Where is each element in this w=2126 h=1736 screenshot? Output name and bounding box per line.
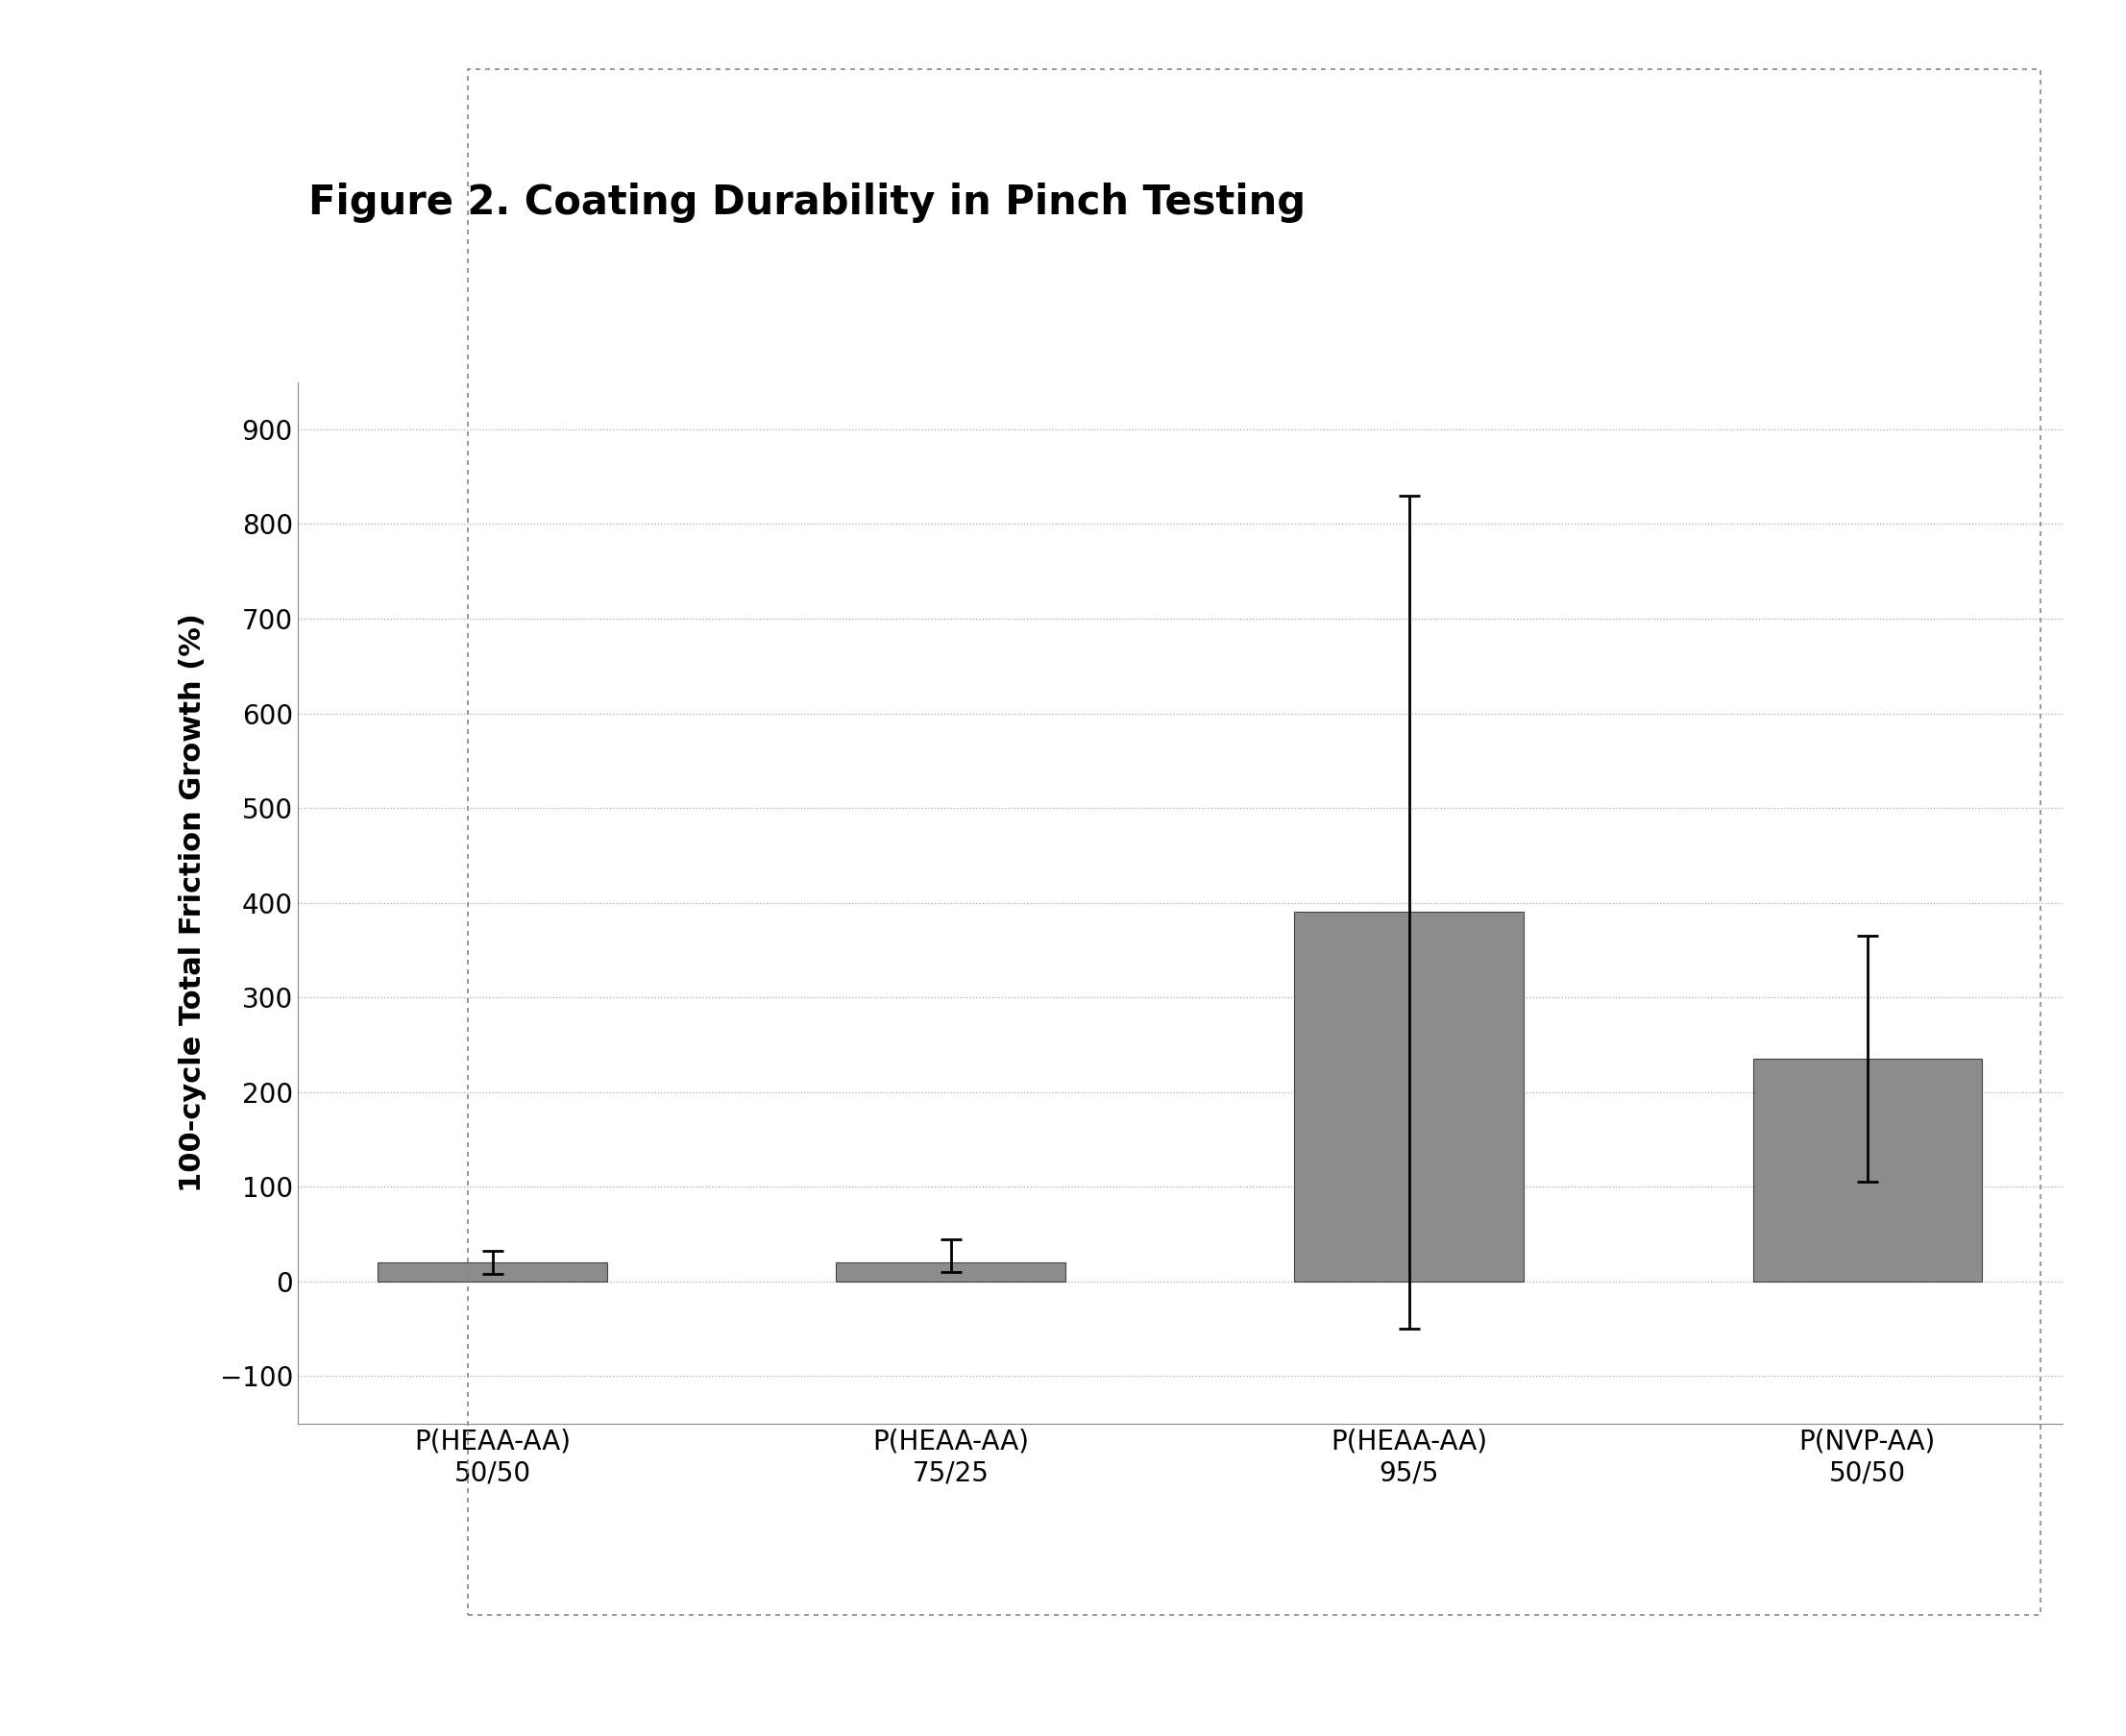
Bar xyxy=(378,1262,608,1281)
Bar xyxy=(1295,911,1524,1281)
Bar xyxy=(836,1262,1065,1281)
Bar xyxy=(1752,1059,1981,1281)
Y-axis label: 100-cycle Total Friction Growth (%): 100-cycle Total Friction Growth (%) xyxy=(179,613,206,1193)
Text: Figure 2. Coating Durability in Pinch Testing: Figure 2. Coating Durability in Pinch Te… xyxy=(308,182,1305,222)
